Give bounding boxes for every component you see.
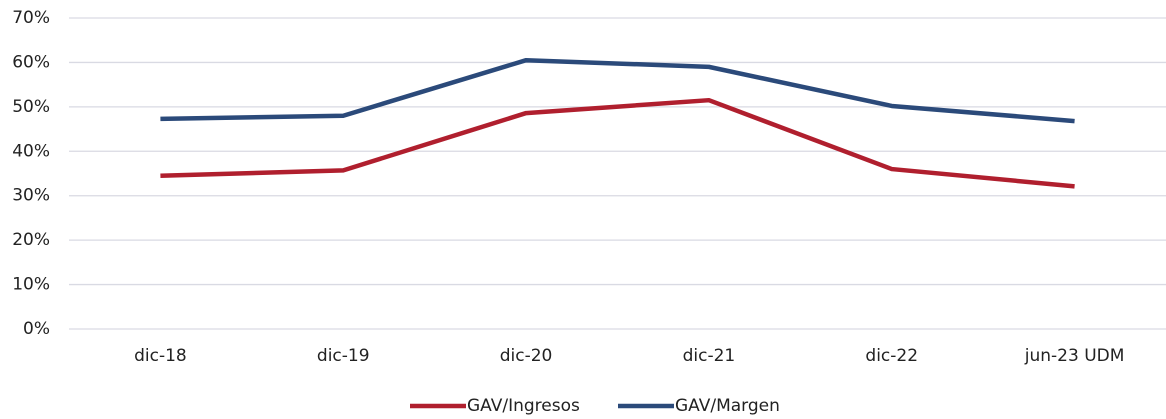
series-line — [160, 57, 1075, 124]
series-line — [160, 97, 1075, 189]
x-tick-label: dic-19 — [317, 346, 370, 366]
x-tick-label: jun-23 UDM — [1024, 346, 1125, 366]
legend-label: GAV/Margen — [675, 396, 780, 416]
legend-label: GAV/Ingresos — [467, 396, 580, 416]
y-tick-label: 20% — [12, 230, 50, 250]
y-tick-label: 50% — [12, 97, 50, 117]
y-tick-label: 30% — [12, 186, 50, 206]
x-tick-label: dic-21 — [683, 346, 736, 366]
y-tick-label: 0% — [23, 319, 50, 339]
y-tick-label: 10% — [12, 275, 50, 295]
x-tick-label: dic-20 — [500, 346, 553, 366]
x-tick-label: dic-22 — [865, 346, 918, 366]
y-tick-label: 60% — [12, 52, 50, 72]
y-tick-label: 40% — [12, 141, 50, 161]
y-tick-label: 70% — [12, 8, 50, 28]
x-tick-label: dic-18 — [134, 346, 187, 366]
